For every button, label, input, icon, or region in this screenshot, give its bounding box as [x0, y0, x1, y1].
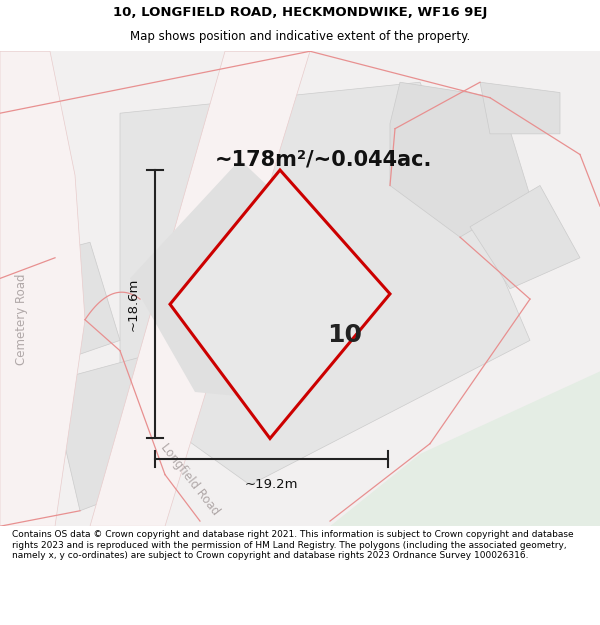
Text: Map shows position and indicative extent of the property.: Map shows position and indicative extent… [130, 31, 470, 43]
Polygon shape [130, 159, 360, 402]
Polygon shape [470, 186, 580, 289]
Text: ~19.2m: ~19.2m [245, 478, 298, 491]
Text: 10, LONGFIELD ROAD, HECKMONDWIKE, WF16 9EJ: 10, LONGFIELD ROAD, HECKMONDWIKE, WF16 9… [113, 6, 487, 19]
Text: Contains OS data © Crown copyright and database right 2021. This information is : Contains OS data © Crown copyright and d… [12, 530, 574, 560]
Polygon shape [30, 242, 120, 361]
Text: Longfield Road: Longfield Road [158, 441, 222, 518]
Polygon shape [50, 356, 175, 511]
Text: ~178m²/~0.044ac.: ~178m²/~0.044ac. [215, 149, 433, 169]
Polygon shape [480, 82, 560, 134]
Polygon shape [0, 51, 600, 526]
Polygon shape [90, 51, 310, 526]
Polygon shape [170, 170, 390, 439]
Text: ~18.6m: ~18.6m [127, 278, 139, 331]
Polygon shape [0, 51, 85, 526]
Polygon shape [120, 82, 530, 485]
Text: 10: 10 [328, 323, 362, 348]
Polygon shape [330, 371, 600, 526]
Text: Cemetery Road: Cemetery Road [16, 274, 29, 366]
Polygon shape [390, 82, 530, 237]
